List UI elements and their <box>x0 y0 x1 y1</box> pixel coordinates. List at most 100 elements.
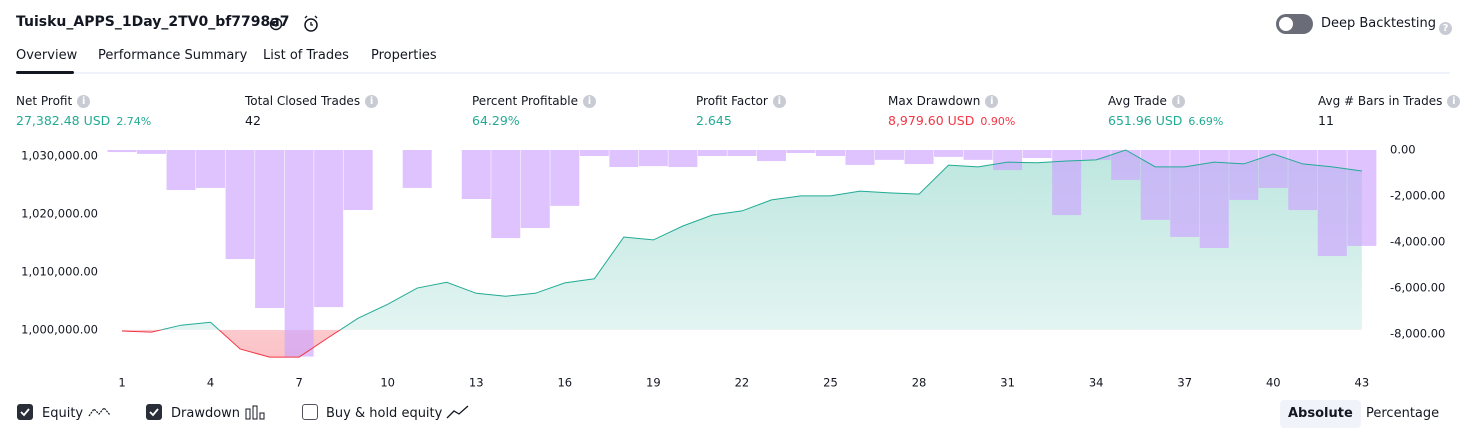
y2-tick-label: -4,000.00 <box>1390 235 1445 249</box>
y2-tick-label: -2,000.00 <box>1390 189 1445 203</box>
drawdown-bar <box>904 150 934 165</box>
drawdown-bar <box>166 150 196 191</box>
metric-value-text: 651.96 USD <box>1108 113 1183 128</box>
settings-icon[interactable] <box>269 17 283 31</box>
alert-icon[interactable] <box>304 18 318 32</box>
drawdown-bar <box>875 150 905 160</box>
drawdown-bar <box>461 150 491 199</box>
tab[interactable]: Overview <box>16 48 78 63</box>
drawdown-bar <box>993 150 1023 171</box>
legend-checkbox[interactable] <box>146 404 162 420</box>
drawdown-bar <box>697 150 727 156</box>
x-tick-label: 31 <box>1000 376 1015 390</box>
drawdown-bar <box>1022 150 1052 159</box>
drawdown-bar <box>402 150 432 188</box>
legend-checkbox[interactable] <box>17 404 33 420</box>
drawdown-bar <box>225 150 255 260</box>
metric-percent: 0.90% <box>980 115 1016 128</box>
metric-value: 42 <box>245 113 261 128</box>
drawdown-bar <box>314 150 344 308</box>
y-tick-label: 1,000,000.00 <box>21 322 98 336</box>
metric-percent: 6.69% <box>1188 115 1224 128</box>
y-tick-label: 1,010,000.00 <box>21 264 98 278</box>
legend-label[interactable]: Drawdown <box>171 406 241 421</box>
metric-value: 27,382.48 USD 2.74% <box>16 113 151 128</box>
tab[interactable]: List of Trades <box>263 48 349 63</box>
view-button[interactable]: Absolute <box>1280 400 1361 428</box>
drawdown-bar <box>1258 150 1288 188</box>
y-tick-label: 1,020,000.00 <box>21 206 98 220</box>
metric-label: Percent Profitable i <box>472 94 596 108</box>
info-icon[interactable]: i <box>1171 95 1185 108</box>
x-tick-label: 37 <box>1177 376 1192 390</box>
view-button[interactable]: Percentage <box>1366 406 1440 421</box>
metric-label: Net Profit i <box>16 94 91 108</box>
drawdown-bar <box>1288 150 1318 211</box>
legend-icon <box>245 404 267 424</box>
drawdown-bar <box>845 150 875 165</box>
info-icon[interactable]: i <box>77 95 91 108</box>
info-icon[interactable]: i <box>365 95 379 108</box>
header-icons <box>269 15 318 32</box>
metric-label-text: Profit Factor <box>696 94 768 108</box>
x-tick-label: 10 <box>380 376 395 390</box>
metric-value: 64.29% <box>472 113 520 128</box>
drawdown-bar <box>1317 150 1347 257</box>
metric-value-text: 11 <box>1318 113 1334 128</box>
x-tick-label: 43 <box>1355 376 1370 390</box>
drawdown-bar <box>196 150 226 188</box>
metric-value-text: 2.645 <box>696 113 732 128</box>
help-icon[interactable]: ? <box>1434 17 1452 36</box>
legend-label[interactable]: Equity <box>42 406 84 421</box>
strategy-title: Tuisku_APPS_1Day_2TV0_bf7798a7 <box>16 14 290 30</box>
drawdown-bar <box>963 150 993 160</box>
legend-checkbox[interactable] <box>302 404 318 420</box>
x-tick-label: 22 <box>735 376 750 390</box>
metric-label: Total Closed Trades i <box>245 94 379 108</box>
x-tick-label: 19 <box>646 376 661 390</box>
drawdown-bar <box>756 150 786 162</box>
deep-backtesting-toggle[interactable] <box>1276 14 1313 34</box>
equity-area <box>122 150 1362 330</box>
metric-label: Avg # Bars in Trades i <box>1318 94 1461 108</box>
drawdown-bar <box>1111 150 1141 180</box>
metric-label-text: Net Profit <box>16 94 73 108</box>
drawdown-bar <box>786 150 816 153</box>
metric-value: 11 <box>1318 113 1334 128</box>
metric-value-text: 8,979.60 USD <box>888 113 975 128</box>
x-tick-label: 13 <box>469 376 484 390</box>
metric-value-text: 27,382.48 USD <box>16 113 111 128</box>
metric-value: 8,979.60 USD 0.90% <box>888 113 1015 128</box>
tab[interactable]: Performance Summary <box>98 48 248 63</box>
chart: 1,000,000.00 1,010,000.00 1,020,000.00 1,03… <box>21 143 1445 390</box>
metric-percent: 2.74% <box>116 115 152 128</box>
info-icon[interactable]: i <box>1447 95 1461 108</box>
x-tick-label: 1 <box>118 376 125 390</box>
metric-value-text: 64.29% <box>472 113 520 128</box>
drawdown-bar <box>668 150 698 168</box>
info-icon[interactable]: i <box>985 95 999 108</box>
x-tick-label: 7 <box>295 376 302 390</box>
drawdown-bar <box>343 150 373 211</box>
drawdown-bar <box>255 150 285 309</box>
drawdown-bar <box>815 150 845 156</box>
tab[interactable]: Properties <box>371 48 437 63</box>
info-icon[interactable]: i <box>582 95 596 108</box>
active-tab-underline <box>16 71 74 74</box>
metric-label: Max Drawdown i <box>888 94 999 108</box>
legend-icon <box>446 404 470 424</box>
drawdown-bar <box>609 150 639 168</box>
drawdown-bar <box>1170 150 1200 237</box>
tab-divider <box>16 72 1450 74</box>
info-icon[interactable]: i <box>772 95 786 108</box>
metric-value: 2.645 <box>696 113 732 128</box>
metric-value-text: 42 <box>245 113 261 128</box>
legend-label[interactable]: Buy & hold equity <box>326 406 443 421</box>
drawdown-bar <box>1199 150 1229 248</box>
x-tick-label: 34 <box>1089 376 1104 390</box>
metric-value: 651.96 USD 6.69% <box>1108 113 1223 128</box>
metric-label-text: Percent Profitable <box>472 94 578 108</box>
metric-label-text: Max Drawdown <box>888 94 981 108</box>
legend-icon <box>88 404 112 424</box>
